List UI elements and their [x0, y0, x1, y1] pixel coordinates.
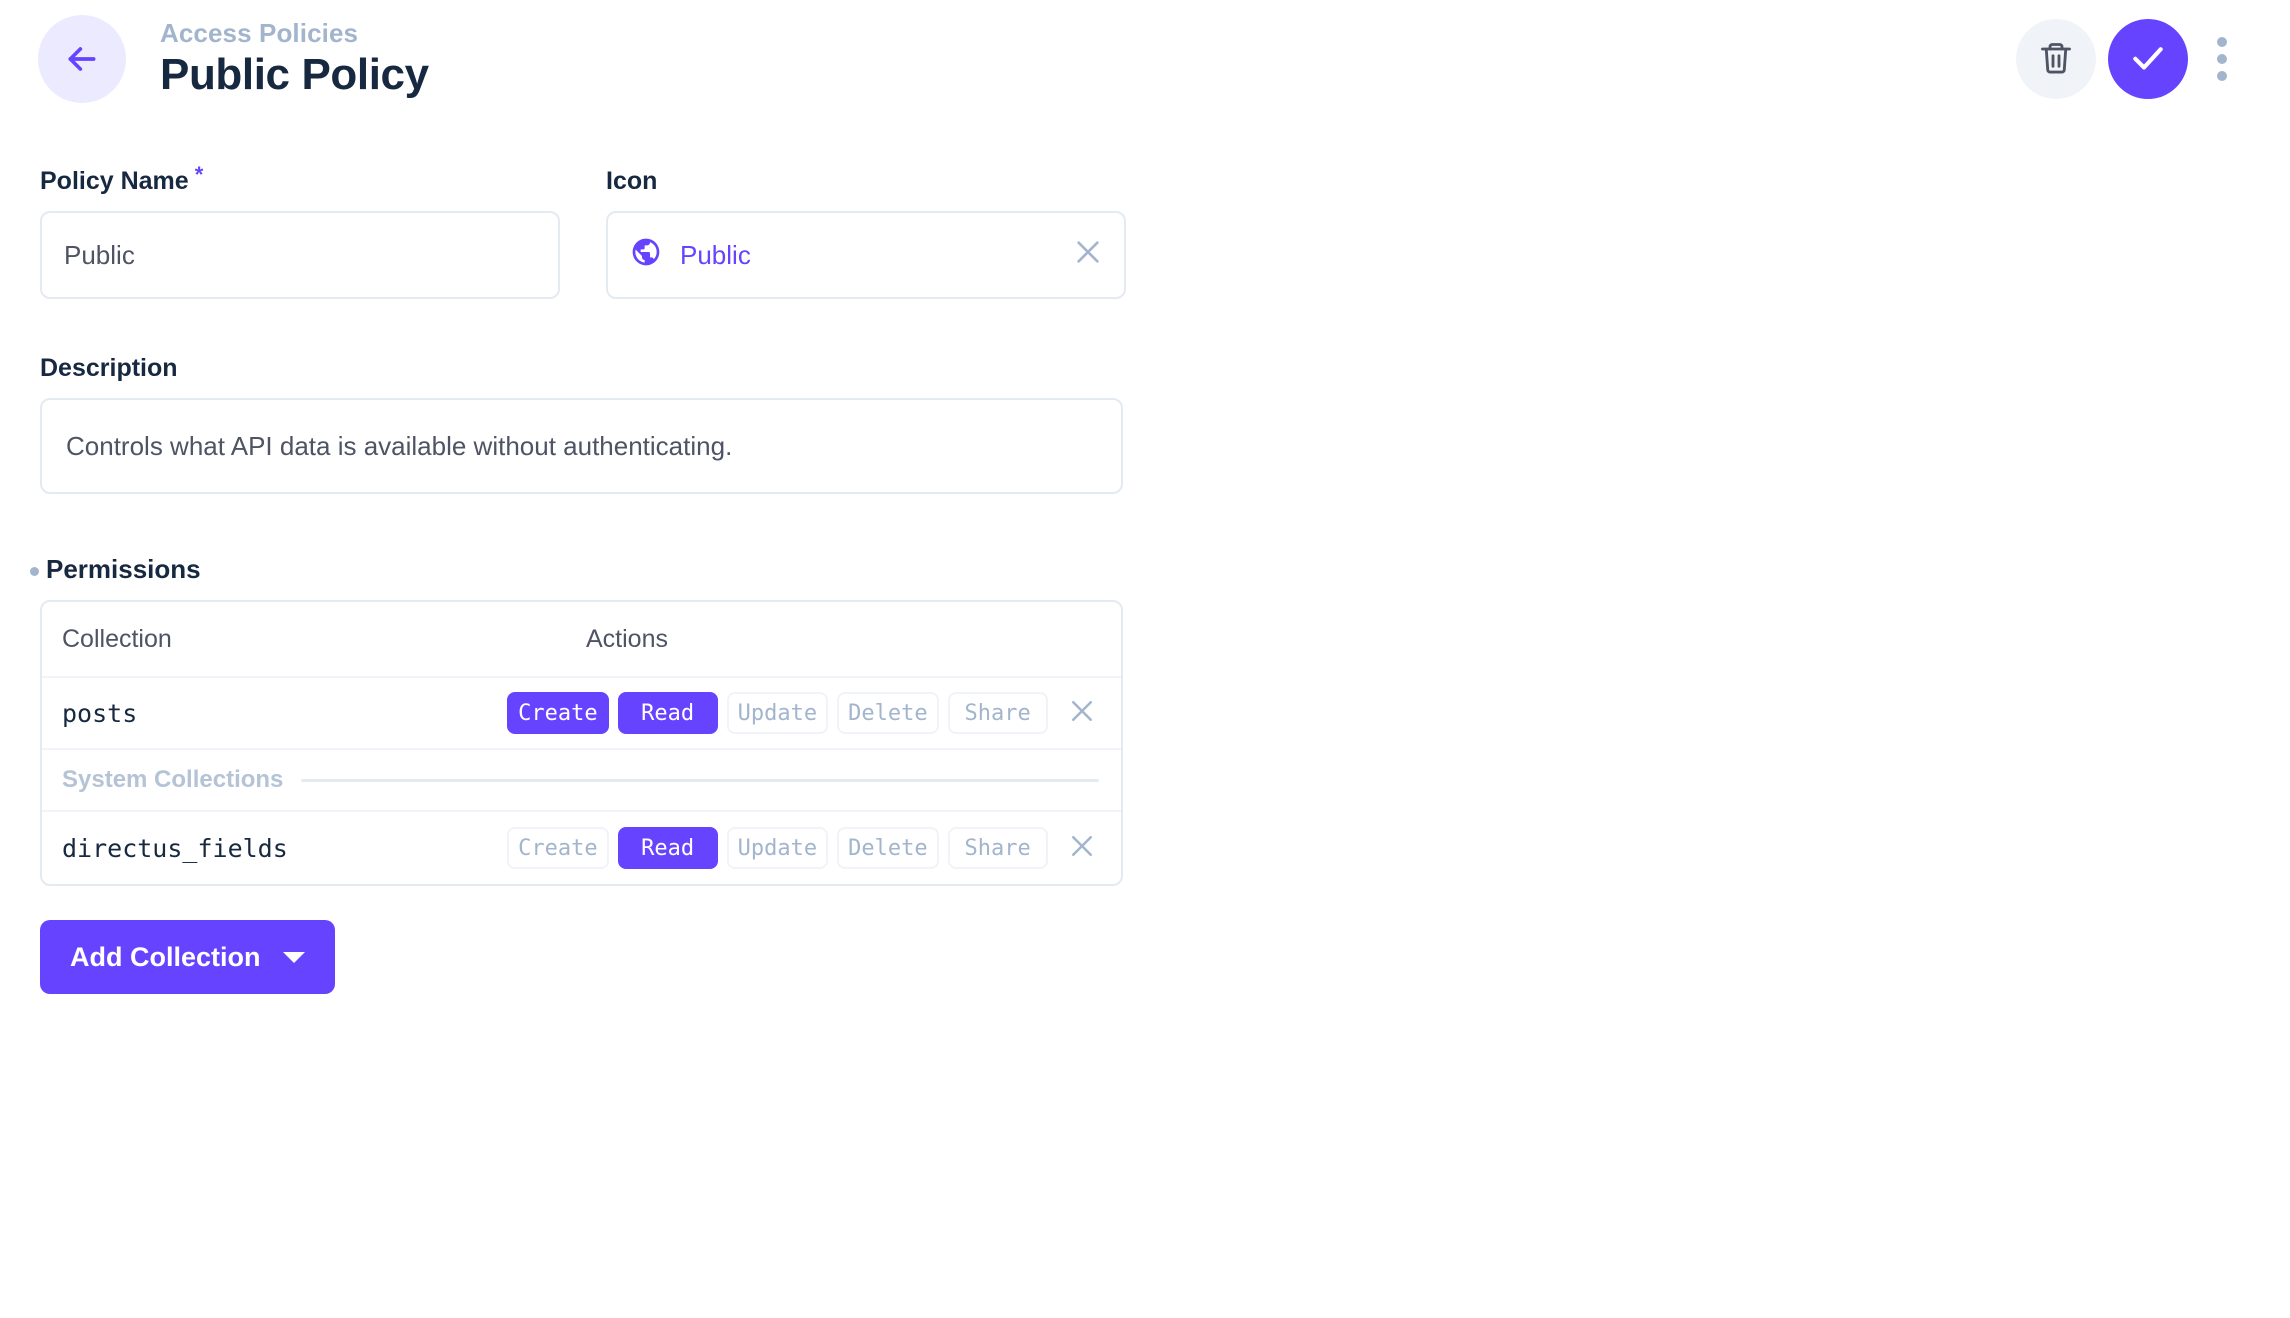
collection-name: posts: [62, 698, 138, 728]
column-header-collection: Collection: [62, 624, 172, 653]
action-chip-group: Create Read Update Delete Share: [507, 827, 1048, 869]
arrow-left-icon: [62, 39, 102, 79]
table-row: directus_fields Create Read Update Delet…: [42, 812, 1121, 884]
system-collections-label: System Collections: [62, 766, 284, 793]
action-chip-delete[interactable]: Delete: [837, 827, 939, 869]
back-button[interactable]: [38, 15, 126, 103]
description-label: Description: [40, 354, 178, 382]
column-header-actions: Actions: [586, 624, 668, 653]
kebab-dot: [2217, 37, 2227, 47]
check-icon: [2129, 39, 2167, 80]
system-collections-divider: System Collections: [42, 750, 1121, 812]
policy-name-field: Policy Name * Public: [40, 162, 560, 299]
add-collection-button[interactable]: Add Collection: [40, 920, 335, 994]
policy-name-input[interactable]: Public: [40, 211, 560, 299]
page-title: Public Policy: [160, 49, 429, 99]
title-block: Access Policies Public Policy: [160, 18, 429, 101]
top-field-row: Policy Name * Public Icon Public: [40, 162, 2250, 299]
action-chip-create[interactable]: Create: [507, 827, 609, 869]
remove-row-button[interactable]: [1064, 691, 1101, 735]
header-actions: [2016, 19, 2250, 99]
remove-row-button[interactable]: [1064, 826, 1101, 870]
description-input[interactable]: Controls what API data is available with…: [40, 398, 1123, 494]
kebab-menu-icon[interactable]: [2194, 19, 2250, 99]
close-icon: [1067, 696, 1097, 731]
icon-field: Icon Public: [606, 166, 1126, 299]
trash-icon: [2038, 40, 2074, 79]
save-button[interactable]: [2108, 19, 2188, 99]
permissions-section: Permissions Collection Actions posts Cre…: [30, 554, 1123, 994]
kebab-dot: [2217, 54, 2227, 64]
description-field: Description Controls what API data is av…: [40, 353, 1123, 494]
policy-name-label: Policy Name *: [40, 162, 560, 196]
public-globe-icon: [630, 236, 662, 275]
delete-button[interactable]: [2016, 19, 2096, 99]
action-chip-delete[interactable]: Delete: [837, 692, 939, 734]
table-row: posts Create Read Update Delete Share: [42, 678, 1121, 750]
permissions-card: Collection Actions posts Create Read Upd…: [40, 600, 1123, 886]
divider-rule: [301, 778, 1099, 782]
required-asterisk: *: [194, 162, 204, 187]
policy-name-label-text: Policy Name: [40, 167, 189, 195]
clear-icon-button[interactable]: [1072, 236, 1104, 275]
close-icon: [1067, 831, 1097, 866]
breadcrumb[interactable]: Access Policies: [160, 17, 359, 48]
action-chip-read[interactable]: Read: [617, 827, 718, 869]
action-chip-create[interactable]: Create: [507, 692, 609, 734]
add-collection-label: Add Collection: [70, 941, 261, 972]
collection-name: directus_fields: [62, 833, 288, 863]
icon-value-group: Public: [630, 236, 751, 275]
permissions-table-header: Collection Actions: [42, 602, 1121, 678]
icon-input[interactable]: Public: [606, 211, 1126, 299]
icon-value-text: Public: [680, 239, 751, 270]
bullet-dot-icon: [30, 566, 39, 576]
form-body: Policy Name * Public Icon Public: [0, 162, 2290, 994]
permissions-title: Permissions: [46, 554, 201, 584]
permissions-header: Permissions: [30, 554, 1123, 584]
action-chip-read[interactable]: Read: [617, 692, 718, 734]
action-chip-share[interactable]: Share: [947, 692, 1048, 734]
action-chip-share[interactable]: Share: [947, 827, 1048, 869]
icon-label: Icon: [606, 167, 658, 195]
close-icon: [1072, 236, 1104, 275]
action-chip-update[interactable]: Update: [726, 692, 829, 734]
page-header: Access Policies Public Policy: [0, 0, 2290, 118]
action-chip-update[interactable]: Update: [726, 827, 829, 869]
chevron-down-icon: [282, 951, 305, 963]
kebab-dot: [2217, 71, 2227, 81]
action-chip-group: Create Read Update Delete Share: [507, 692, 1048, 734]
